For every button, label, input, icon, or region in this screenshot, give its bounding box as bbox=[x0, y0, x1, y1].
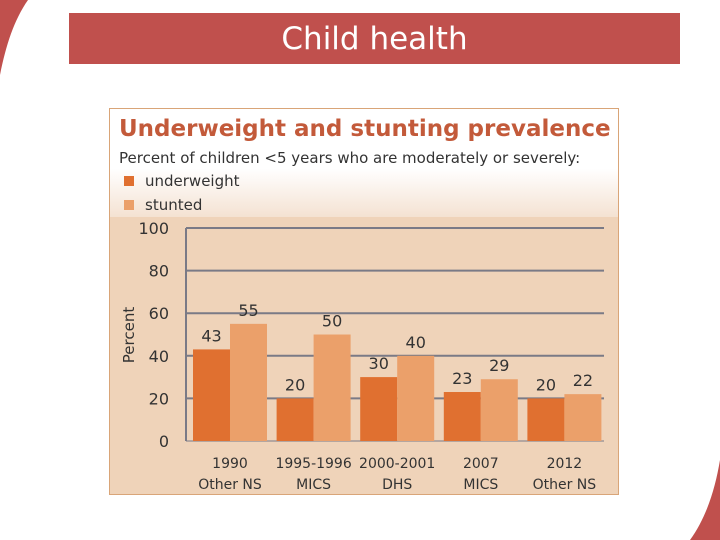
data-label-stunted: 40 bbox=[406, 333, 426, 352]
slide-title: Child health bbox=[281, 20, 468, 57]
x-tick-sublabel: DHS bbox=[382, 477, 412, 493]
bar-underweight bbox=[443, 392, 481, 441]
data-label-underweight: 20 bbox=[536, 375, 556, 394]
x-tick-label: 2007 bbox=[463, 456, 499, 472]
bar-stunted bbox=[230, 323, 267, 441]
y-tick-label: 40 bbox=[149, 347, 169, 366]
bar-underweight bbox=[276, 398, 314, 441]
legend-item-underweight: underweight bbox=[124, 172, 240, 190]
bar-stunted bbox=[564, 394, 602, 441]
x-tick-label: 1990 bbox=[212, 456, 248, 472]
legend-label-underweight: underweight bbox=[145, 172, 240, 190]
data-label-underweight: 43 bbox=[201, 326, 221, 345]
chart-title: Underweight and stunting prevalence bbox=[119, 116, 611, 142]
y-tick-label: 100 bbox=[138, 219, 169, 238]
legend-label-stunted: stunted bbox=[145, 196, 203, 214]
bar-underweight bbox=[193, 349, 230, 441]
data-label-stunted: 55 bbox=[238, 301, 258, 320]
y-tick-label: 60 bbox=[149, 304, 169, 323]
x-tick-sublabel: MICS bbox=[296, 477, 331, 493]
x-tick-sublabel: MICS bbox=[463, 477, 498, 493]
bar-stunted bbox=[480, 379, 518, 441]
chart-header bbox=[110, 109, 618, 217]
x-tick-sublabel: Other NS bbox=[198, 477, 262, 493]
data-label-stunted: 22 bbox=[573, 371, 593, 390]
y-tick-label: 20 bbox=[149, 389, 169, 408]
bar-stunted bbox=[313, 334, 351, 441]
data-label-underweight: 30 bbox=[369, 354, 389, 373]
data-label-stunted: 29 bbox=[489, 356, 509, 375]
bar-underweight bbox=[527, 398, 565, 441]
data-label-underweight: 20 bbox=[285, 375, 305, 394]
data-label-underweight: 23 bbox=[452, 369, 472, 388]
chart-subtitle: Percent of children <5 years who are mod… bbox=[119, 149, 581, 167]
corner-decoration-top-left bbox=[0, 0, 28, 75]
y-tick-label: 0 bbox=[159, 432, 169, 451]
legend-swatch-stunted bbox=[124, 200, 134, 210]
x-tick-label: 2012 bbox=[547, 456, 583, 472]
legend-item-stunted: stunted bbox=[124, 196, 202, 214]
y-tick-label: 80 bbox=[149, 262, 169, 281]
chart-container: Underweight and stunting prevalence Perc… bbox=[109, 108, 619, 495]
x-tick-label: 2000-2001 bbox=[359, 456, 435, 472]
legend-swatch-underweight bbox=[124, 176, 134, 186]
bar-stunted bbox=[397, 355, 435, 441]
bar-chart: 0 20 40 60 80 100 Percent 43 55 1990 Other NS 20 50 1… bbox=[120, 219, 604, 493]
corner-decoration-bottom-right bbox=[690, 460, 720, 540]
slide-title-bar: Child health bbox=[69, 13, 680, 64]
x-tick-label: 1995-1996 bbox=[275, 456, 351, 472]
y-axis-label: Percent bbox=[120, 307, 138, 364]
bar-underweight bbox=[360, 377, 398, 441]
data-label-stunted: 50 bbox=[322, 312, 342, 331]
x-tick-sublabel: Other NS bbox=[533, 477, 597, 493]
